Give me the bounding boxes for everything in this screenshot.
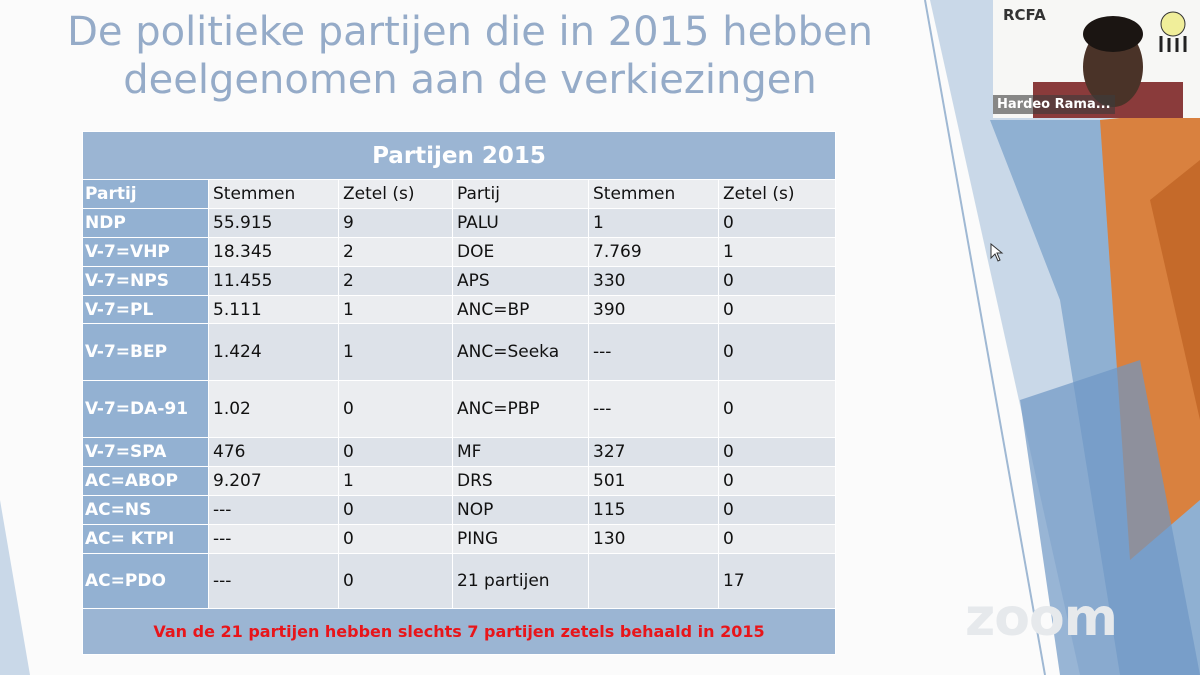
- votes-cell: 390: [588, 295, 719, 324]
- seats-cell: 0: [718, 466, 836, 496]
- party-cell: V-7=BEP: [82, 323, 209, 381]
- votes-cell: ---: [208, 495, 339, 525]
- party-cell: ANC=Seeka: [452, 323, 589, 381]
- party-cell: PALU: [452, 208, 589, 238]
- seats-cell: 2: [338, 237, 453, 267]
- votes-cell: 1.424: [208, 323, 339, 381]
- party-cell: V-7=SPA: [82, 437, 209, 467]
- party-cell: AC=NS: [82, 495, 209, 525]
- votes-cell: 130: [588, 524, 719, 554]
- votes-cell: ---: [588, 380, 719, 438]
- votes-cell: 55.915: [208, 208, 339, 238]
- table-row: V-7=NPS 11.455 2 APS 330 0: [82, 266, 836, 296]
- table-footer-note: Van de 21 partijen hebben slechts 7 part…: [82, 608, 836, 655]
- party-cell: NOP: [452, 495, 589, 525]
- rcfa-logo: RCFA: [1003, 6, 1046, 24]
- party-cell: DRS: [452, 466, 589, 496]
- seats-cell: 0: [718, 266, 836, 296]
- party-cell: 21 partijen: [452, 553, 589, 609]
- votes-cell: 1: [588, 208, 719, 238]
- votes-cell: 11.455: [208, 266, 339, 296]
- votes-cell: 9.207: [208, 466, 339, 496]
- seats-cell: 1: [338, 295, 453, 324]
- table-row: V-7=PL 5.111 1 ANC=BP 390 0: [82, 295, 836, 324]
- party-cell: PING: [452, 524, 589, 554]
- seats-cell: 0: [718, 437, 836, 467]
- zoom-watermark: zoom: [965, 588, 1118, 648]
- votes-cell: ---: [588, 323, 719, 381]
- table-caption: Partijen 2015: [82, 131, 836, 180]
- table-header-row: Partij Stemmen Zetel (s) Partij Stemmen …: [82, 179, 836, 209]
- header-cell: Partij: [82, 179, 209, 209]
- header-cell: Partij: [452, 179, 589, 209]
- header-cell: Zetel (s): [718, 179, 836, 209]
- seats-cell: 2: [338, 266, 453, 296]
- seats-cell: 17: [718, 553, 836, 609]
- votes-cell: 1.02: [208, 380, 339, 438]
- seats-cell: 0: [338, 437, 453, 467]
- party-cell: AC= KTPI: [82, 524, 209, 554]
- seats-cell: 0: [718, 295, 836, 324]
- seats-cell: 9: [338, 208, 453, 238]
- seats-cell: 1: [338, 323, 453, 381]
- seats-cell: 0: [718, 208, 836, 238]
- party-cell: V-7=DA-91: [82, 380, 209, 438]
- seats-cell: 0: [718, 524, 836, 554]
- table-row: AC=PDO --- 0 21 partijen 17: [82, 553, 836, 609]
- seats-cell: 0: [718, 495, 836, 525]
- votes-cell: [588, 553, 719, 609]
- party-cell: ANC=BP: [452, 295, 589, 324]
- table-row: AC=NS --- 0 NOP 115 0: [82, 495, 836, 525]
- seats-cell: 0: [338, 553, 453, 609]
- votes-cell: 330: [588, 266, 719, 296]
- votes-cell: ---: [208, 524, 339, 554]
- table-row: AC=ABOP 9.207 1 DRS 501 0: [82, 466, 836, 496]
- votes-cell: 501: [588, 466, 719, 496]
- party-cell: V-7=VHP: [82, 237, 209, 267]
- votes-cell: ---: [208, 553, 339, 609]
- seats-cell: 0: [338, 524, 453, 554]
- seats-cell: 1: [718, 237, 836, 267]
- party-cell: DOE: [452, 237, 589, 267]
- party-cell: APS: [452, 266, 589, 296]
- votes-cell: 476: [208, 437, 339, 467]
- table-row: NDP 55.915 9 PALU 1 0: [82, 208, 836, 238]
- seats-cell: 0: [718, 323, 836, 381]
- table-row: V-7=BEP 1.424 1 ANC=Seeka --- 0: [82, 323, 836, 381]
- participant-name: Hardeo Rama...: [993, 95, 1115, 114]
- table-row: AC= KTPI --- 0 PING 130 0: [82, 524, 836, 554]
- table-row: V-7=VHP 18.345 2 DOE 7.769 1: [82, 237, 836, 267]
- organization-logo-icon: [1159, 11, 1187, 52]
- votes-cell: 327: [588, 437, 719, 467]
- votes-cell: 7.769: [588, 237, 719, 267]
- table-row: V-7=SPA 476 0 MF 327 0: [82, 437, 836, 467]
- participant-video-tile[interactable]: RCFA Hardeo Rama...: [993, 0, 1200, 118]
- slide-title: De politieke partijen die in 2015 hebben…: [67, 9, 873, 103]
- mouse-cursor-icon: [990, 243, 1004, 262]
- header-cell: Zetel (s): [338, 179, 453, 209]
- seats-cell: 0: [338, 495, 453, 525]
- party-cell: V-7=PL: [82, 295, 209, 324]
- seats-cell: 0: [718, 380, 836, 438]
- parties-table: Partijen 2015 Partij Stemmen Zetel (s) P…: [82, 131, 836, 655]
- party-cell: NDP: [82, 208, 209, 238]
- party-cell: ANC=PBP: [452, 380, 589, 438]
- party-cell: AC=ABOP: [82, 466, 209, 496]
- party-cell: V-7=NPS: [82, 266, 209, 296]
- votes-cell: 18.345: [208, 237, 339, 267]
- table-row: V-7=DA-91 1.02 0 ANC=PBP --- 0: [82, 380, 836, 438]
- party-cell: MF: [452, 437, 589, 467]
- party-cell: AC=PDO: [82, 553, 209, 609]
- header-cell: Stemmen: [208, 179, 339, 209]
- votes-cell: 5.111: [208, 295, 339, 324]
- header-cell: Stemmen: [588, 179, 719, 209]
- seats-cell: 0: [338, 380, 453, 438]
- votes-cell: 115: [588, 495, 719, 525]
- seats-cell: 1: [338, 466, 453, 496]
